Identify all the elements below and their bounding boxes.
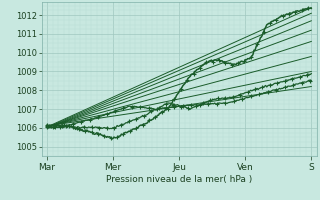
X-axis label: Pression niveau de la mer( hPa ): Pression niveau de la mer( hPa ) (106, 175, 252, 184)
